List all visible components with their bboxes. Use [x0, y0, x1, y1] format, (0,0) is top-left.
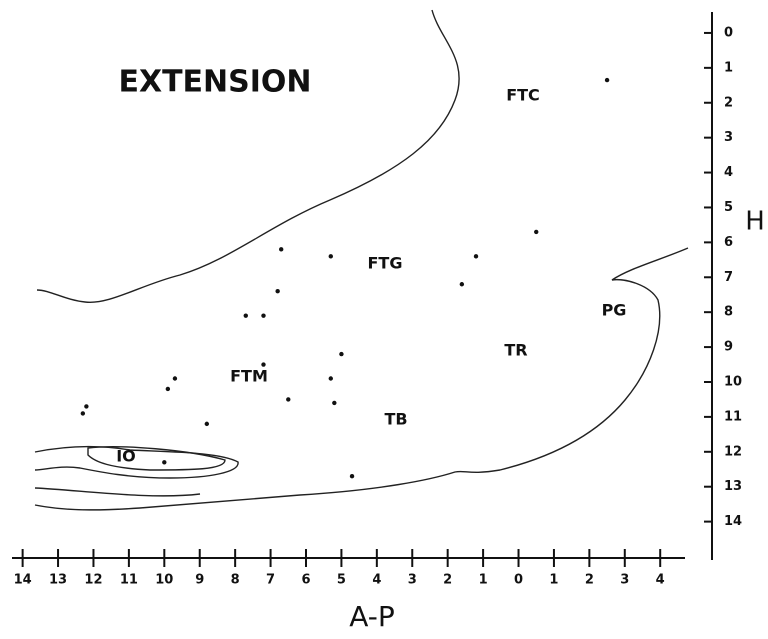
annotation: TR	[504, 341, 527, 360]
annotation: PG	[602, 301, 627, 320]
point	[332, 400, 337, 406]
point	[328, 254, 333, 259]
contour	[34, 247, 689, 511]
y-tick-label: 6	[724, 235, 733, 250]
point	[261, 313, 266, 318]
contour	[34, 487, 201, 497]
point	[261, 362, 266, 367]
y-tick-label: 11	[724, 409, 742, 424]
point	[328, 376, 333, 381]
x-tick-label: 8	[231, 573, 240, 588]
y-tick-label: 7	[724, 270, 733, 285]
x-tick-label: 6	[301, 573, 310, 588]
point	[534, 229, 539, 235]
point	[279, 247, 284, 252]
y-tick-label: 10	[724, 374, 742, 389]
x-tick-label: 2	[585, 573, 594, 588]
x-tick-label: 12	[84, 573, 102, 588]
x-tick-label: 4	[372, 573, 381, 588]
y-tick-label: 5	[724, 200, 733, 215]
y-tick-label: 3	[724, 130, 733, 145]
chart-title: EXTENSION	[118, 65, 311, 100]
annotation: FTC	[506, 86, 540, 105]
y-tick-label: 12	[724, 444, 742, 459]
x-tick-label: 5	[337, 573, 346, 588]
x-tick-label: 1	[549, 573, 558, 588]
contour	[87, 446, 226, 471]
x-tick-label: 13	[49, 573, 67, 588]
x-tick-label: 1	[479, 573, 488, 588]
y-tick-label: 0	[724, 25, 733, 40]
y-tick-label: 14	[724, 514, 742, 529]
x-tick-label: 14	[14, 573, 32, 588]
x-tick-label: 10	[155, 573, 173, 588]
contour	[34, 445, 239, 479]
annotation: IO	[116, 447, 136, 466]
y-tick-label: 2	[724, 95, 733, 110]
y-tick-label: 9	[724, 340, 733, 355]
x-tick-label: 3	[408, 573, 417, 588]
y-tick-label: 4	[724, 165, 733, 180]
contours	[34, 9, 689, 511]
annotation: FTM	[230, 367, 268, 386]
annotation: TB	[384, 410, 407, 429]
x-axis-label: A-P	[349, 600, 395, 633]
point	[80, 411, 86, 416]
x-tick-label: 9	[195, 573, 204, 588]
x-tick-label: 11	[120, 573, 138, 588]
y-tick-label: 8	[724, 305, 733, 320]
y-tick-label: 13	[724, 479, 742, 494]
x-tick-label: 2	[443, 573, 452, 588]
point	[339, 351, 344, 357]
point	[459, 282, 465, 287]
point	[473, 254, 479, 259]
point	[172, 376, 178, 381]
point	[162, 460, 167, 465]
point	[349, 474, 355, 479]
point	[84, 404, 89, 409]
annotation: FTG	[368, 254, 403, 273]
x-tick-label: 0	[514, 573, 523, 588]
x-tick-label: 4	[656, 573, 665, 588]
point	[275, 289, 280, 294]
x-tick-label: 7	[266, 573, 275, 588]
point	[243, 313, 248, 318]
y-tick-label: 1	[724, 60, 733, 75]
contour	[36, 9, 460, 303]
x-tick-label: 3	[620, 573, 629, 588]
point	[165, 386, 171, 392]
point	[604, 77, 610, 83]
point	[286, 397, 291, 402]
point	[204, 421, 210, 427]
y-axis-label: H	[745, 207, 765, 237]
